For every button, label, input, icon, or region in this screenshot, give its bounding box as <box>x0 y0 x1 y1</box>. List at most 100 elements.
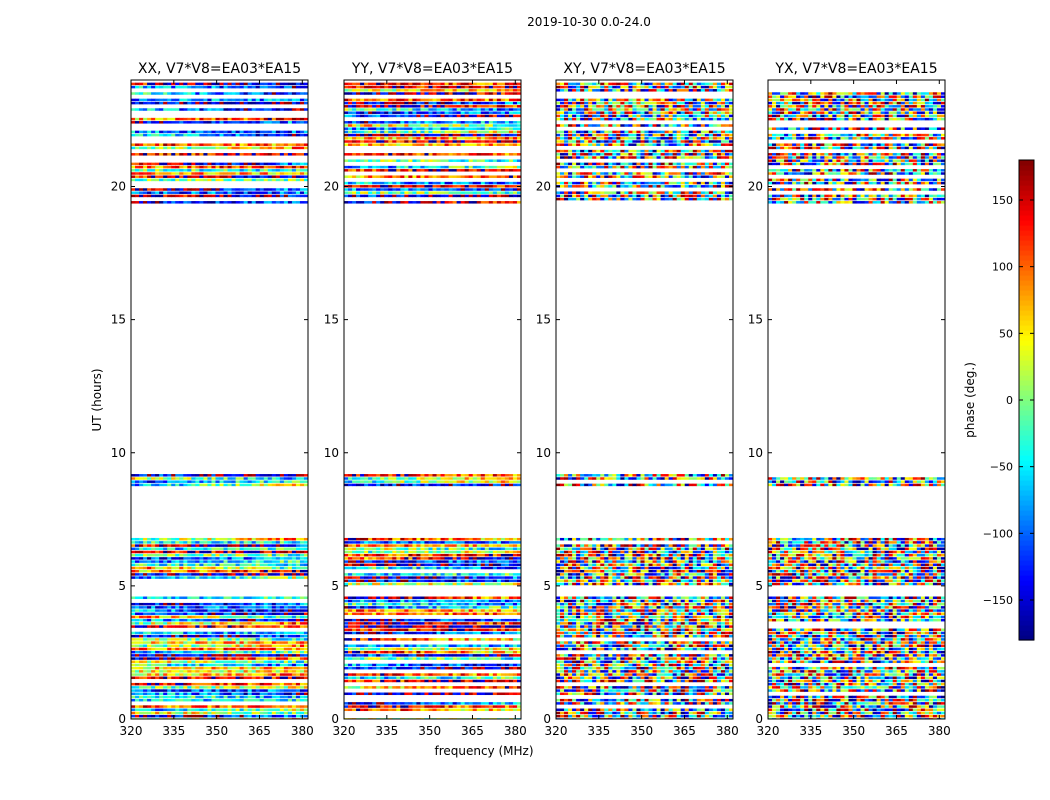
phase-cell <box>163 573 168 576</box>
phase-cell <box>480 606 486 609</box>
phase-cell <box>283 172 289 175</box>
phase-cell <box>512 560 518 563</box>
phase-cell <box>376 676 381 680</box>
phase-cell <box>279 692 285 696</box>
phase-cell <box>267 625 273 628</box>
phase-cell <box>344 692 349 696</box>
phase-cell <box>147 191 152 194</box>
phase-cell <box>247 695 253 699</box>
phase-cell <box>400 625 405 628</box>
phase-cell <box>267 98 273 102</box>
phase-cell <box>283 647 289 651</box>
phase-cell <box>243 101 249 105</box>
phase-cell <box>376 622 381 625</box>
phase-cell <box>271 705 277 708</box>
phase-cell <box>215 641 220 644</box>
phase-cell <box>456 644 462 648</box>
phase-cell <box>488 609 494 612</box>
phase-cell <box>420 537 425 541</box>
phase-cell <box>392 544 397 547</box>
phase-cell <box>155 557 160 560</box>
phase-cell <box>203 550 208 554</box>
phase-cell <box>492 679 498 683</box>
phase-cell <box>291 553 297 557</box>
phase-cell <box>195 566 200 570</box>
phase-cell <box>135 714 140 718</box>
phase-cell <box>392 638 397 641</box>
phase-cell <box>151 596 156 600</box>
phase-cell <box>464 547 470 551</box>
phase-cell <box>247 85 253 89</box>
phase-cell <box>195 686 200 689</box>
phase-cell <box>239 650 245 654</box>
phase-cell <box>223 641 228 644</box>
phase-cell <box>287 162 293 166</box>
phase-cell <box>480 647 486 651</box>
phase-cell <box>484 537 490 541</box>
phase-cell <box>404 544 409 547</box>
phase-cell <box>279 188 285 191</box>
phase-cell <box>400 657 405 660</box>
phase-cell <box>263 615 269 619</box>
phase-cell <box>267 618 273 622</box>
phase-cell <box>476 609 482 612</box>
phase-cell <box>239 191 245 194</box>
phase-cell <box>400 673 405 676</box>
phase-cell <box>211 622 216 625</box>
phase-cell <box>283 474 289 477</box>
phase-cell <box>364 666 369 670</box>
phase-cell <box>207 550 212 554</box>
phase-cell <box>215 544 220 547</box>
phase-cell <box>303 474 308 477</box>
phase-cell <box>295 172 301 175</box>
phase-cell <box>279 92 285 95</box>
phase-cell <box>424 638 429 641</box>
phase-cell <box>251 602 257 606</box>
phase-cell <box>147 537 152 541</box>
phase-cell <box>384 628 389 632</box>
phase-cell <box>183 618 188 622</box>
phase-cell <box>388 547 393 551</box>
phase-cell <box>416 638 421 641</box>
phase-cell <box>303 609 308 612</box>
phase-cell <box>243 596 249 600</box>
phase-cell <box>259 634 265 638</box>
phase-cell <box>388 679 393 683</box>
phase-cell <box>412 563 417 567</box>
phase-cell <box>243 660 249 664</box>
phase-cell <box>476 541 482 544</box>
phase-cell <box>291 547 297 551</box>
phase-cell <box>408 622 413 625</box>
phase-cell <box>183 557 188 560</box>
phase-cell <box>504 606 510 609</box>
phase-cell <box>131 165 136 169</box>
phase-cell <box>183 143 188 146</box>
phase-cell <box>440 553 445 557</box>
phase-cell <box>199 474 204 477</box>
phase-cell <box>388 609 393 612</box>
phase-cell <box>175 569 180 573</box>
phase-cell <box>380 628 385 632</box>
phase-cell <box>420 599 425 603</box>
phase-cell <box>352 650 357 654</box>
phase-cell <box>179 708 184 712</box>
phase-cell <box>187 130 192 134</box>
phase-cell <box>179 175 184 178</box>
phase-cell <box>263 692 269 696</box>
phase-cell <box>167 666 172 670</box>
phase-cell <box>259 695 265 699</box>
phase-cell <box>139 647 144 651</box>
phase-cell <box>279 576 285 579</box>
phase-cell <box>187 673 192 676</box>
phase-cell <box>183 682 188 686</box>
phase-cell <box>291 480 297 483</box>
phase-cell <box>420 673 425 676</box>
phase-cell <box>408 666 413 670</box>
phase-cell <box>155 622 160 625</box>
phase-cell <box>299 178 305 182</box>
phase-cell <box>171 188 176 191</box>
phase-cell <box>211 647 216 651</box>
phase-cell <box>432 692 437 696</box>
phase-cell <box>243 165 249 169</box>
phase-cell <box>207 676 212 680</box>
